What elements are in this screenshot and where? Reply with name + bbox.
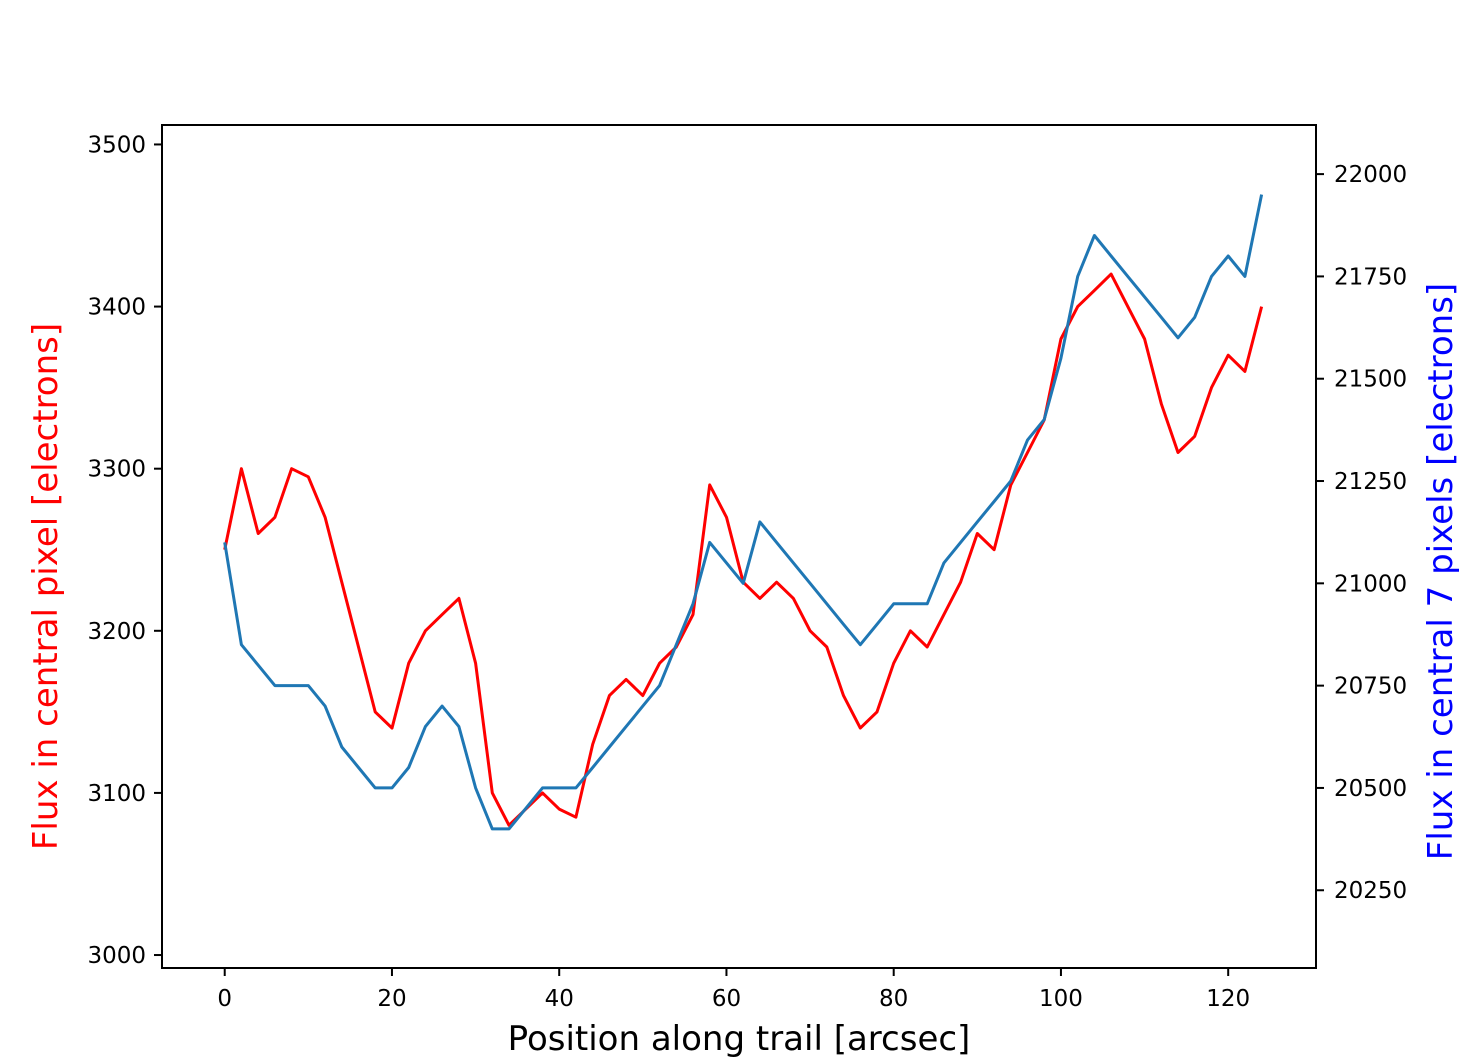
series-line-central-pixel <box>223 272 1264 827</box>
y-tick-label-right: 21750 <box>1334 264 1407 290</box>
y-axis-label-right: Flux in central 7 pixels [electrons] <box>1421 283 1461 860</box>
y-tick-label-right: 21500 <box>1334 367 1407 393</box>
y-axis-label-left: Flux in central pixel [electrons] <box>26 323 66 850</box>
y-tick-label-left: 3000 <box>87 943 146 969</box>
x-tick-label: 100 <box>1039 986 1083 1012</box>
y-tick-label-left: 3200 <box>87 619 146 645</box>
x-tick-label: 80 <box>879 986 908 1012</box>
y-tick-label-left: 3100 <box>87 781 146 807</box>
x-tick-label: 40 <box>545 986 574 1012</box>
x-axis-ticks: 0 20 40 60 80 100 120 <box>217 968 1250 1012</box>
plot-area <box>223 194 1264 831</box>
y-tick-label-left: 3500 <box>87 132 146 158</box>
axes-frame <box>161 124 1317 969</box>
x-tick-label: 120 <box>1206 986 1250 1012</box>
x-tick-label: 0 <box>217 986 232 1012</box>
series-line-central-7-pixels <box>223 194 1264 831</box>
y-axis-right-ticks: 20250 20500 20750 21000 21250 21500 21750 22000 <box>1316 162 1407 904</box>
x-axis-label: Position along trail [arcsec] <box>508 1019 971 1057</box>
y-tick-label-left: 3400 <box>87 295 146 321</box>
y-tick-label-left: 3300 <box>87 457 146 483</box>
x-tick-label: 20 <box>377 986 406 1012</box>
y-tick-label-right: 20500 <box>1334 776 1407 802</box>
y-axis-left-ticks: 3000 3100 3200 3300 3400 3500 <box>87 132 162 969</box>
y-tick-label-right: 21000 <box>1334 571 1407 597</box>
y-tick-label-right: 21250 <box>1334 469 1407 495</box>
x-tick-label: 60 <box>712 986 741 1012</box>
y-tick-label-right: 20250 <box>1334 878 1407 904</box>
y-tick-label-right: 22000 <box>1334 162 1407 188</box>
y-tick-label-right: 20750 <box>1334 674 1407 700</box>
